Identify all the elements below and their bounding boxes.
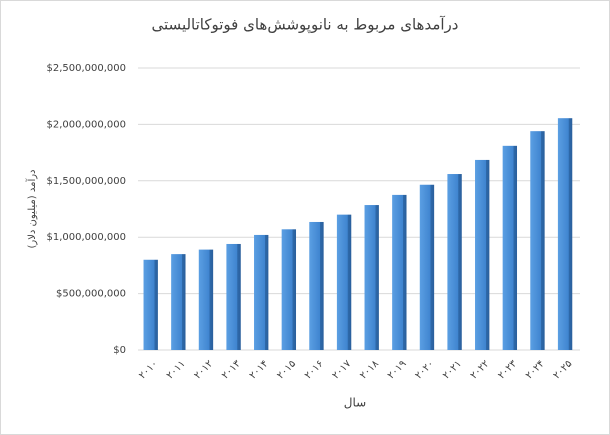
- bar: [447, 174, 462, 350]
- y-tick-label: $2,500,000,000: [46, 63, 126, 74]
- y-tick-label: $500,000,000: [56, 289, 126, 300]
- y-axis-title: درآمد (میلیون دلار): [25, 169, 38, 248]
- x-axis-title: سال: [344, 396, 366, 410]
- bar: [171, 254, 186, 350]
- bar: [419, 184, 435, 350]
- bar: [198, 249, 214, 350]
- y-tick-label: $1,000,000,000: [46, 232, 126, 243]
- chart-title: درآمدهای مربوط به نانوپوشش‌های فوتوکاتال…: [152, 16, 459, 35]
- y-tick-label: $2,000,000,000: [46, 119, 126, 130]
- bar: [336, 214, 352, 350]
- bar: [502, 145, 518, 350]
- bar: [254, 234, 269, 350]
- bar: [392, 194, 407, 350]
- y-tick-label: $1,500,000,000: [46, 176, 126, 187]
- bar: [557, 118, 573, 350]
- bar: [309, 221, 324, 350]
- bar: [281, 229, 297, 350]
- bar: [143, 259, 158, 350]
- bar: [475, 159, 490, 350]
- bar: [530, 131, 545, 350]
- bar: [226, 243, 241, 350]
- bar: [364, 205, 379, 350]
- y-tick-label: $0: [113, 345, 126, 356]
